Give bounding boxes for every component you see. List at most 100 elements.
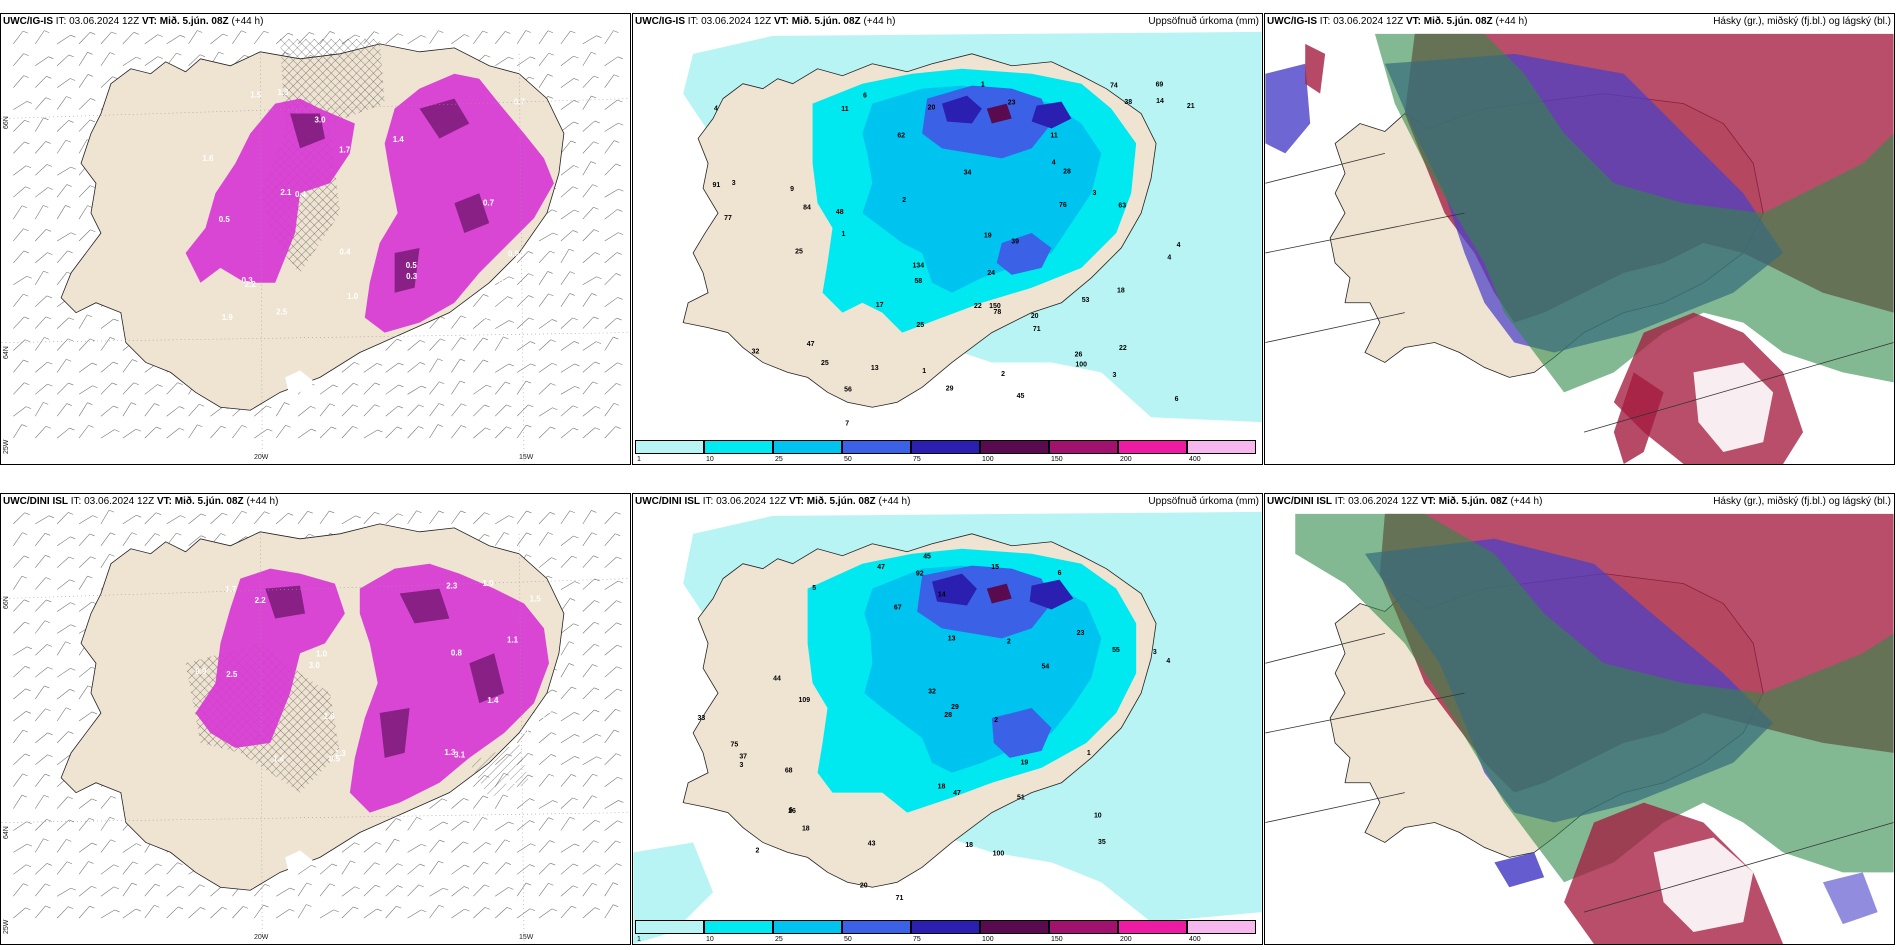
wind-barb [429,887,444,897]
wind-barb-flag [114,909,120,913]
wind-barb [582,141,594,154]
wind-barb [604,163,617,176]
wind-barb-flag [109,52,115,55]
wind-barb-flag [45,708,51,712]
precip-value: 2 [902,197,906,204]
wind-barb-flag [333,909,339,913]
wind-barb-flag [23,53,29,56]
legend-tick-label: 150 [1051,456,1063,463]
wind-barb [451,864,465,875]
wind-barb [560,598,571,612]
wind-barb [560,885,574,897]
precip-value: 18 [938,783,946,790]
wind-barb-flag [43,402,49,405]
wind-barb [275,32,289,45]
wind-barb-flag [131,532,137,535]
wind-barb-flag [464,908,470,912]
legend-bin: 50 [842,440,911,463]
wind-barb [560,55,574,67]
legend-bin: 1 [635,920,704,943]
wind-barb [516,730,528,744]
lat-label: 66N [632,571,635,584]
legend-bin: 100 [980,440,1049,463]
wind-barb-flag [530,363,536,367]
wind-barb-flag [568,663,575,666]
precip-value: 2 [1007,639,1011,646]
wind-barb [538,319,553,329]
wind-barb-flag [615,753,622,756]
precip-value: 74 [1110,82,1118,89]
wind-barb-flag [485,842,491,845]
panel-title: UWC/IG-IS IT: 03.06.2024 12Z VT: Mið. 5.… [3,16,264,27]
wind-barb [407,362,421,373]
wind-barb-flag [44,30,50,33]
wind-barb-flag [396,338,402,342]
wind-barb [275,425,286,439]
wind-barb-flag [110,795,117,799]
wind-barb [297,406,311,417]
wind-value: 2.5 [276,307,288,316]
wind-barb-flag [200,513,207,517]
wind-barb-flag [505,381,511,385]
wind-barb-flag [593,687,600,691]
wind-barb-flag [47,383,53,387]
wind-barb [560,30,571,45]
precip-value: 69 [1156,81,1164,88]
precip-75b [1031,101,1072,129]
wind-barb-flag [463,841,469,845]
wind-barb [494,907,508,919]
wind-labels: 0.5 1.5 2.1 3.0 1.3 1.5 0.4 1.9 2.5 0.3 1.6 0.9 0.6 1… [202,88,525,322]
wind-barb-flag [550,754,557,757]
wind-barb [560,797,573,809]
wind-barb-flag [88,425,94,428]
wind-barb-flag [241,30,247,33]
wind-barb-flag [596,276,602,280]
wind-barb [494,862,507,875]
wind-barb-flag [26,646,32,650]
wind-barb [582,820,596,831]
wind-barb-flag [70,602,76,605]
wind-barb-flag [68,54,74,58]
wind-barb [516,882,527,897]
wind-barb-flag [24,753,31,757]
wind-value: 1.0 [316,650,328,659]
wind-barb [35,708,46,722]
wind-barb-flag [616,317,622,321]
wind-barb [56,624,71,634]
wind-barb [494,426,507,439]
wind-barb [429,860,439,875]
wind-barb-flag [66,403,72,406]
wind-barb [538,532,549,546]
wind-barb [78,205,88,220]
wind-barb-flag [375,884,381,888]
wind-barb [385,885,398,897]
wind-barb [363,429,378,439]
wind-barb [78,185,91,198]
precip-value: 78 [993,309,1001,316]
wind-barb [144,34,158,45]
wind-barb [560,756,575,766]
wind-barb-flag [220,425,227,429]
wind-barb [516,843,531,853]
wind-barb-flag [528,317,534,321]
wind-barb-flag [25,864,32,868]
wind-barb [34,838,44,853]
wind-barb-flag [374,511,380,515]
wind-barb [56,382,69,395]
wind-barb [144,883,156,897]
wind-barb-flag [179,406,185,409]
wind-barb-flag [594,819,601,823]
precip-value: 1 [922,368,926,375]
wind-barb [56,427,70,439]
wind-barb [604,840,616,853]
wind-map: 0.5 1.5 2.1 3.0 1.3 1.5 0.4 1.9 2.5 0.3 1.6 0.9 0.6 1… [1,30,630,464]
wind-barb [604,709,616,722]
precip-value: 47 [953,790,961,797]
wind-barb [494,839,506,853]
wind-barb-flag [549,250,555,254]
wind-barb [56,707,67,722]
wind-barb [604,74,615,88]
wind-barb-flag [87,52,93,55]
wind-barb-flag [573,209,580,213]
wind-barb [56,250,68,264]
